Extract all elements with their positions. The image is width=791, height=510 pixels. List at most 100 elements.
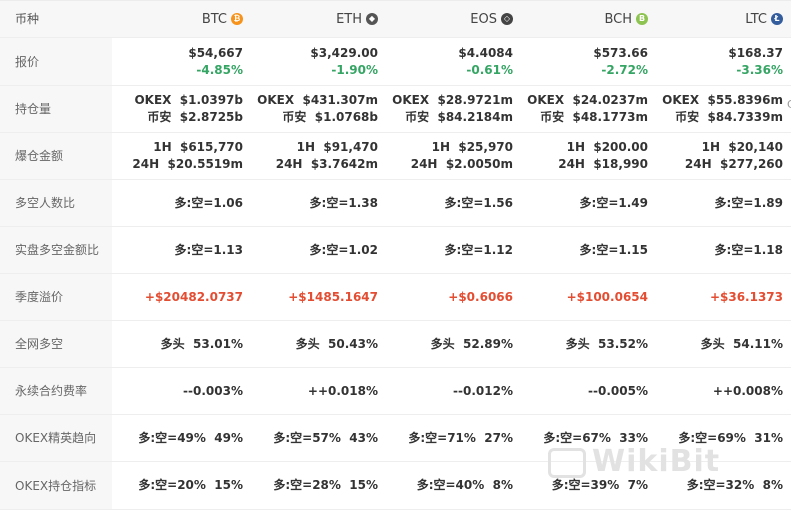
funding-rate-cell: ++0.018% [307,383,378,398]
coin-header-bch[interactable]: BCH B [517,1,652,37]
liquidation-cell-btc: 1H $615,770 24H $20.5519m [112,133,247,179]
holdings-okex: OKEX $28.9721m [392,93,513,107]
holdings-cell-btc: OKEX $1.0397b 币安 $2.8725b [112,86,247,132]
holdings-cell-ltc: OKEX $55.8396m 币安 $84.7339m [652,86,787,132]
price-value: $573.66 [593,45,648,60]
bitcoin-icon: ₿ [231,13,243,25]
long-short-people-row: 多空人数比 多:空=1.06 多:空=1.38 多:空=1.56 多:空=1.4… [0,180,791,227]
long-percent-cell: 多头 54.11% [700,336,783,351]
price-row: 报价 $54,667 -4.85% $3,429.00 -1.90% $4.40… [0,38,791,86]
elite-ratio-cell: 多:空=57% 43% [273,430,378,445]
elite-ratio-cell: 多:空=49% 49% [138,430,243,445]
row-label: 爆仓金额 [0,133,112,179]
wikibit-watermark: WikiBit [548,444,720,479]
row-label: 全网多空 [0,321,112,367]
real-long-short-row: 实盘多空金额比 多:空=1.13 多:空=1.02 多:空=1.12 多:空=1… [0,227,791,274]
row-label: 永续合约费率 [0,368,112,414]
header-label: 币种 [0,1,112,37]
row-label: OKEX持仓指标 [0,462,112,509]
holdings-row: 持仓量 OKEX $1.0397b 币安 $2.8725b OKEX $431.… [0,86,791,133]
holdings-okex: OKEX $431.307m [257,93,378,107]
okex-elite-row: OKEX精英趋向 多:空=49% 49% 多:空=57% 43% 多:空=71%… [0,415,791,462]
ratio-cell: 多:空=1.13 [174,242,243,257]
ratio-cell: 多:空=1.49 [579,195,648,210]
long-percent-cell: 多头 53.52% [565,336,648,351]
price-change: -2.72% [601,62,648,77]
coin-name: LTC [745,11,767,27]
price-change: -1.90% [331,62,378,77]
ratio-cell: 多:空=1.12 [444,242,513,257]
holdings-binance: 币安 $84.2184m [405,110,513,124]
liquidation-cell-eos: 1H $25,970 24H $2.0050m [382,133,517,179]
premium-cell: +$100.0654 [566,289,648,304]
premium-cell: +$0.6066 [448,289,513,304]
liquidation-1h: 1H $25,970 [431,140,513,154]
price-change: -3.36% [736,62,783,77]
eos-icon: ◇ [501,13,513,25]
truncated-column-hint: C [787,98,791,111]
holdings-binance: 币安 $1.0768b [282,110,378,124]
price-cell-eos: $4.4084 -0.61% [382,38,517,85]
position-ratio-cell: 多:空=28% 15% [273,478,378,492]
liquidation-cell-bch: 1H $200.00 24H $18,990 [517,133,652,179]
coin-header-btc[interactable]: BTC ₿ [112,1,247,37]
holdings-okex: OKEX $1.0397b [134,93,243,107]
funding-rate-cell: --0.012% [453,383,513,398]
liquidation-row: 爆仓金额 1H $615,770 24H $20.5519m 1H $91,47… [0,133,791,180]
price-value: $4.4084 [458,45,513,60]
position-ratio-cell: 多:空=39% 7% [551,478,648,492]
row-label: 多空人数比 [0,180,112,226]
coin-name: ETH [336,11,362,27]
network-long-short-row: 全网多空 多头 53.01% 多头 50.43% 多头 52.89% 多头 53… [0,321,791,368]
elite-ratio-cell: 多:空=69% 31% [678,430,783,445]
price-cell-bch: $573.66 -2.72% [517,38,652,85]
price-value: $3,429.00 [310,45,378,60]
price-cell-ltc: $168.37 -3.36% [652,38,787,85]
bitcoin-cash-icon: B [636,13,648,25]
ratio-cell: 多:空=1.02 [309,242,378,257]
liquidation-24h: 24H $3.7642m [275,157,378,171]
ratio-cell: 多:空=1.15 [579,242,648,257]
long-percent-cell: 多头 50.43% [295,336,378,351]
ratio-cell: 多:空=1.06 [174,195,243,210]
funding-rate-cell: --0.003% [183,383,243,398]
coin-name: EOS [470,11,497,27]
liquidation-24h: 24H $2.0050m [410,157,513,171]
holdings-cell-bch: OKEX $24.0237m 币安 $48.1773m [517,86,652,132]
ratio-cell: 多:空=1.18 [714,242,783,257]
row-label: OKEX精英趋向 [0,415,112,461]
premium-cell: +$1485.1647 [288,289,378,304]
liquidation-1h: 1H $91,470 [296,140,378,154]
liquidation-1h: 1H $615,770 [153,140,243,154]
liquidation-24h: 24H $277,260 [684,157,783,171]
liquidation-cell-eth: 1H $91,470 24H $3.7642m [247,133,382,179]
position-ratio-cell: 多:空=32% 8% [686,478,783,492]
funding-rate-row: 永续合约费率 --0.003% ++0.018% --0.012% --0.00… [0,368,791,415]
ratio-cell: 多:空=1.56 [444,195,513,210]
litecoin-icon: Ł [771,13,783,25]
holdings-binance: 币安 $84.7339m [675,110,783,124]
liquidation-1h: 1H $200.00 [566,140,648,154]
long-percent-cell: 多头 53.01% [160,336,243,351]
ratio-cell: 多:空=1.89 [714,195,783,210]
holdings-cell-eth: OKEX $431.307m 币安 $1.0768b [247,86,382,132]
holdings-cell-eos: OKEX $28.9721m 币安 $84.2184m [382,86,517,132]
ratio-cell: 多:空=1.38 [309,195,378,210]
row-label: 实盘多空金额比 [0,227,112,273]
elite-ratio-cell: 多:空=71% 27% [408,430,513,445]
liquidation-cell-ltc: 1H $20,140 24H $277,260 [652,133,787,179]
holdings-okex: OKEX $55.8396m [662,93,783,107]
wikibit-logo-icon [548,447,586,478]
coin-name: BCH [604,11,632,27]
premium-cell: +$20482.0737 [144,289,243,304]
price-cell-eth: $3,429.00 -1.90% [247,38,382,85]
coin-header-ltc[interactable]: LTC Ł [652,1,787,37]
header-row: 币种 BTC ₿ ETH ◆ EOS ◇ BCH B LTC Ł [0,0,791,38]
coin-header-eos[interactable]: EOS ◇ [382,1,517,37]
coin-header-eth[interactable]: ETH ◆ [247,1,382,37]
holdings-binance: 币安 $2.8725b [147,110,243,124]
liquidation-24h: 24H $18,990 [558,157,648,171]
holdings-binance: 币安 $48.1773m [540,110,648,124]
holdings-okex: OKEX $24.0237m [527,93,648,107]
